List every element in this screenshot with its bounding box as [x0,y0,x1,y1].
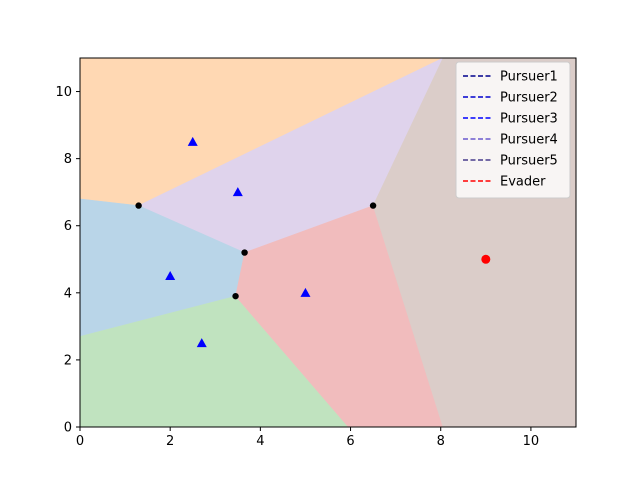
y-axis-ticks: 0 2 4 6 8 10 [55,85,80,436]
x-tick-label: 4 [256,434,264,449]
pursuer-marker-1 [187,136,198,146]
x-tick-label: 2 [166,434,174,449]
legend-entry-label: Pursuer1 [500,70,558,85]
y-tick-label: 8 [64,152,72,167]
agent-markers [165,136,491,348]
legend-box [455,61,571,199]
plot-frame [79,57,577,428]
pursuer-marker-3 [165,271,176,281]
y-tick-label: 6 [64,219,72,234]
pursuer-marker-2 [232,187,243,197]
pursuer-marker-4 [300,287,311,297]
y-tick-label: 2 [64,353,72,368]
x-axis-ticks: 0 2 4 6 8 10 [76,427,539,449]
y-tick-label: 4 [64,286,72,301]
voronoi-vertices [135,202,377,300]
y-tick-label: 10 [55,85,72,100]
x-tick-label: 6 [346,434,354,449]
evader-marker [481,254,491,264]
x-tick-label: 8 [437,434,445,449]
voronoi-vertex-2 [369,202,377,209]
legend: Pursuer1 Pursuer2 Pursuer3 Pursuer4 Pursuer5… [455,61,571,199]
x-tick-label: 0 [76,434,84,449]
legend-entry-label: Pursuer3 [500,112,558,127]
x-tick-label: 10 [523,434,540,449]
voronoi-vertex-4 [232,292,239,300]
voronoi-vertex-3 [241,249,248,256]
legend-entry-label: Pursuer4 [500,133,558,148]
voronoi-vertex-1 [135,202,142,209]
legend-entry-label: Pursuer5 [500,154,558,169]
pursuer-marker-5 [196,338,207,348]
legend-entry-label: Pursuer2 [500,91,558,106]
y-tick-label: 0 [64,421,72,436]
legend-entry-label: Evader [500,175,546,190]
